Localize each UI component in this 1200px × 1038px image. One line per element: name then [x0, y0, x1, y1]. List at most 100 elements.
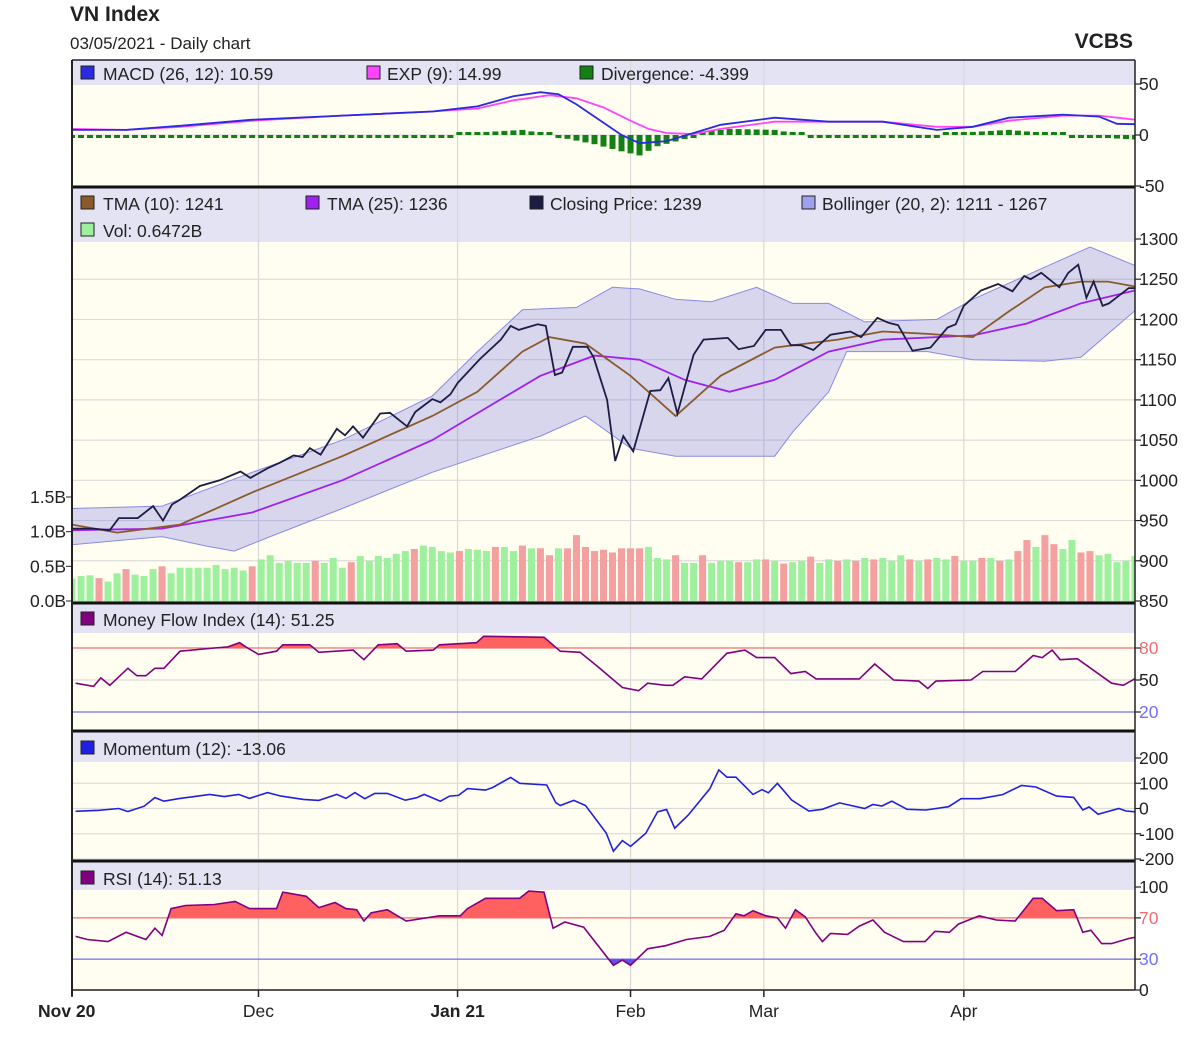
y-tick-label: 1100 — [1139, 390, 1177, 410]
volume-bar — [221, 569, 229, 603]
volume-bar — [1059, 549, 1067, 603]
volume-bar — [717, 560, 725, 603]
volume-bar — [1041, 535, 1049, 603]
divergence-bar — [933, 135, 940, 138]
divergence-bar — [762, 129, 769, 135]
divergence-bar — [132, 135, 139, 138]
volume-bar — [293, 562, 301, 603]
x-tick-label: Apr — [950, 1001, 977, 1021]
divergence-bar — [861, 135, 868, 138]
volume-bar — [906, 559, 914, 603]
divergence-bar — [330, 135, 337, 138]
rsi-legend-label: RSI (14): 51.13 — [103, 869, 222, 889]
divergence-bar — [690, 135, 697, 138]
divergence-bar — [726, 128, 733, 135]
divergence-bar — [465, 132, 472, 135]
volume-bar — [924, 559, 932, 603]
volume-bar — [1023, 539, 1031, 603]
divergence-bar — [780, 131, 787, 135]
divergence-bar — [699, 131, 706, 135]
volume-bar — [1131, 556, 1135, 603]
divergence-bar — [744, 129, 751, 135]
volume-bar — [329, 558, 337, 603]
divergence-bar — [906, 135, 913, 138]
volume-bar — [753, 559, 761, 603]
volume-bar — [527, 548, 535, 603]
divergence-bar — [303, 135, 310, 138]
divergence-bar — [411, 135, 418, 138]
divergence-bar — [1095, 135, 1102, 138]
y-tick-label: 850 — [1139, 591, 1168, 611]
divergence-bar — [564, 135, 571, 139]
macd-legend: MACD (26, 12): 10.59 EXP (9): 14.99 Dive… — [80, 64, 749, 84]
volume-bar — [500, 546, 508, 603]
divergence-bar — [1014, 130, 1021, 135]
divergence-bar — [78, 135, 85, 138]
divergence-bar — [222, 135, 229, 138]
volume-bar — [600, 549, 607, 603]
y-tick-label: 20 — [1139, 702, 1159, 722]
divergence-bar — [789, 132, 796, 135]
volume-bar — [1050, 544, 1058, 603]
volume-bar — [825, 559, 833, 603]
chart-subtitle: 03/05/2021 - Daily chart — [70, 34, 251, 53]
y-tick-label: 1050 — [1139, 430, 1178, 450]
divergence-bar — [537, 132, 544, 135]
divergence-bar — [204, 135, 211, 138]
volume-bar — [987, 558, 995, 603]
volume-bar — [212, 564, 220, 603]
volume-bar — [176, 567, 184, 603]
volume-bar — [888, 560, 896, 603]
divergence-bar — [105, 135, 112, 138]
rsi-line — [75, 890, 1135, 967]
volume-bar — [284, 560, 292, 603]
volume-bar — [338, 567, 346, 603]
volume-bar — [149, 569, 157, 603]
divergence-bar — [519, 129, 526, 135]
macd-legend-swatch — [80, 65, 95, 80]
volume-bar — [464, 549, 472, 603]
volume-bar — [509, 551, 517, 603]
divergence-bar — [600, 135, 607, 147]
volume-bar — [383, 558, 391, 603]
overbought-area — [75, 891, 1135, 918]
divergence-bar — [474, 132, 481, 135]
volume-bar — [158, 566, 166, 603]
divergence-bar — [339, 135, 346, 138]
rsi-legend-swatch — [80, 870, 95, 885]
divergence-bar — [357, 135, 364, 138]
divergence-bar — [483, 131, 490, 135]
divergence-bar — [123, 135, 130, 138]
divergence-bar — [843, 135, 850, 138]
volume-bar — [978, 558, 986, 603]
mfi-legend-band — [72, 603, 1135, 633]
tma10-legend-swatch — [80, 195, 95, 210]
divergence-bar — [1104, 135, 1111, 139]
momentum-legend-swatch — [80, 740, 95, 755]
volume-bar — [1113, 562, 1121, 603]
volume-bar — [744, 562, 752, 603]
volume-bar — [654, 558, 662, 603]
divergence-bar — [1032, 132, 1039, 135]
divergence-bar — [798, 132, 805, 135]
mfi-legend: Money Flow Index (14): 51.25 — [80, 610, 335, 630]
volume-bar — [1077, 552, 1085, 603]
volume-bar — [536, 548, 544, 603]
volume-bar — [374, 555, 382, 603]
volume-bar — [699, 555, 707, 603]
divergence-bar — [375, 135, 382, 138]
divergence-bar — [996, 130, 1003, 135]
divergence-bar — [321, 135, 328, 138]
divergence-bar — [438, 135, 445, 138]
volume-bar — [816, 562, 824, 603]
volume-bar — [545, 555, 553, 603]
volume-bar — [167, 573, 175, 603]
y-tick-label: -200 — [1139, 849, 1174, 869]
divergence-bar — [96, 135, 103, 138]
divergence-bar — [1077, 135, 1084, 138]
divergence-bar — [591, 135, 598, 145]
y-tick-label: -50 — [1139, 176, 1165, 196]
divergence-bar — [72, 135, 75, 138]
volume-bar — [951, 555, 959, 603]
divergence-legend-label: Divergence: -4.399 — [601, 64, 749, 84]
